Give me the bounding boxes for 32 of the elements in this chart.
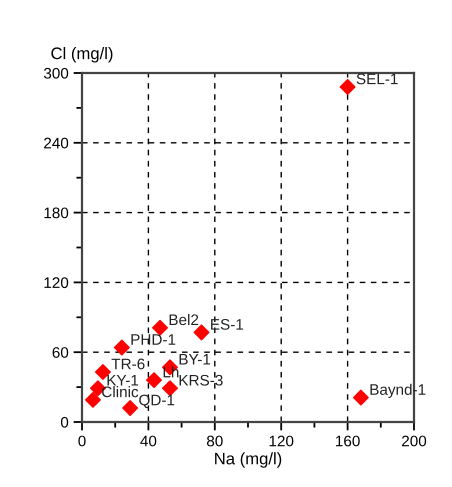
point: [114, 340, 130, 356]
point: [84, 392, 101, 408]
x-tick-label: 40: [140, 436, 156, 446]
x-tick-label: 160: [336, 436, 360, 446]
point: [162, 380, 178, 396]
x-axis-title: Na (mg/l): [215, 452, 282, 468]
x-tick-label: 0: [78, 436, 86, 446]
point: [352, 390, 369, 406]
annotation: KRS-3: [180, 374, 223, 386]
annotation: QD-1: [139, 394, 174, 408]
annotation: KY-1: [108, 374, 138, 386]
y-tick-label: 120: [44, 277, 68, 288]
annotation: BY-1: [180, 354, 210, 365]
annotation: Clinic: [102, 386, 138, 398]
x-tick-label: 80: [206, 436, 223, 446]
point: [146, 372, 162, 388]
annotation: SEL-1: [356, 74, 398, 84]
annotation: PHD-1: [131, 334, 176, 345]
point: [340, 78, 356, 95]
x-tick-label: 120: [270, 436, 294, 446]
y-tick-label: 180: [44, 207, 68, 218]
y-tick-label: 60: [52, 347, 68, 358]
y-tick-label: 300: [44, 68, 68, 79]
annotation: Bel2: [170, 314, 198, 326]
x-tick-label: 200: [402, 436, 426, 446]
point: [122, 400, 138, 416]
y-tick-label: 240: [44, 138, 68, 148]
y-tick-label: 0: [60, 416, 68, 428]
annotation: TR-6: [112, 358, 145, 370]
y-axis-title: Cl (mg/l): [51, 46, 112, 63]
annotation: ES-1: [211, 318, 244, 330]
point: [194, 324, 210, 340]
